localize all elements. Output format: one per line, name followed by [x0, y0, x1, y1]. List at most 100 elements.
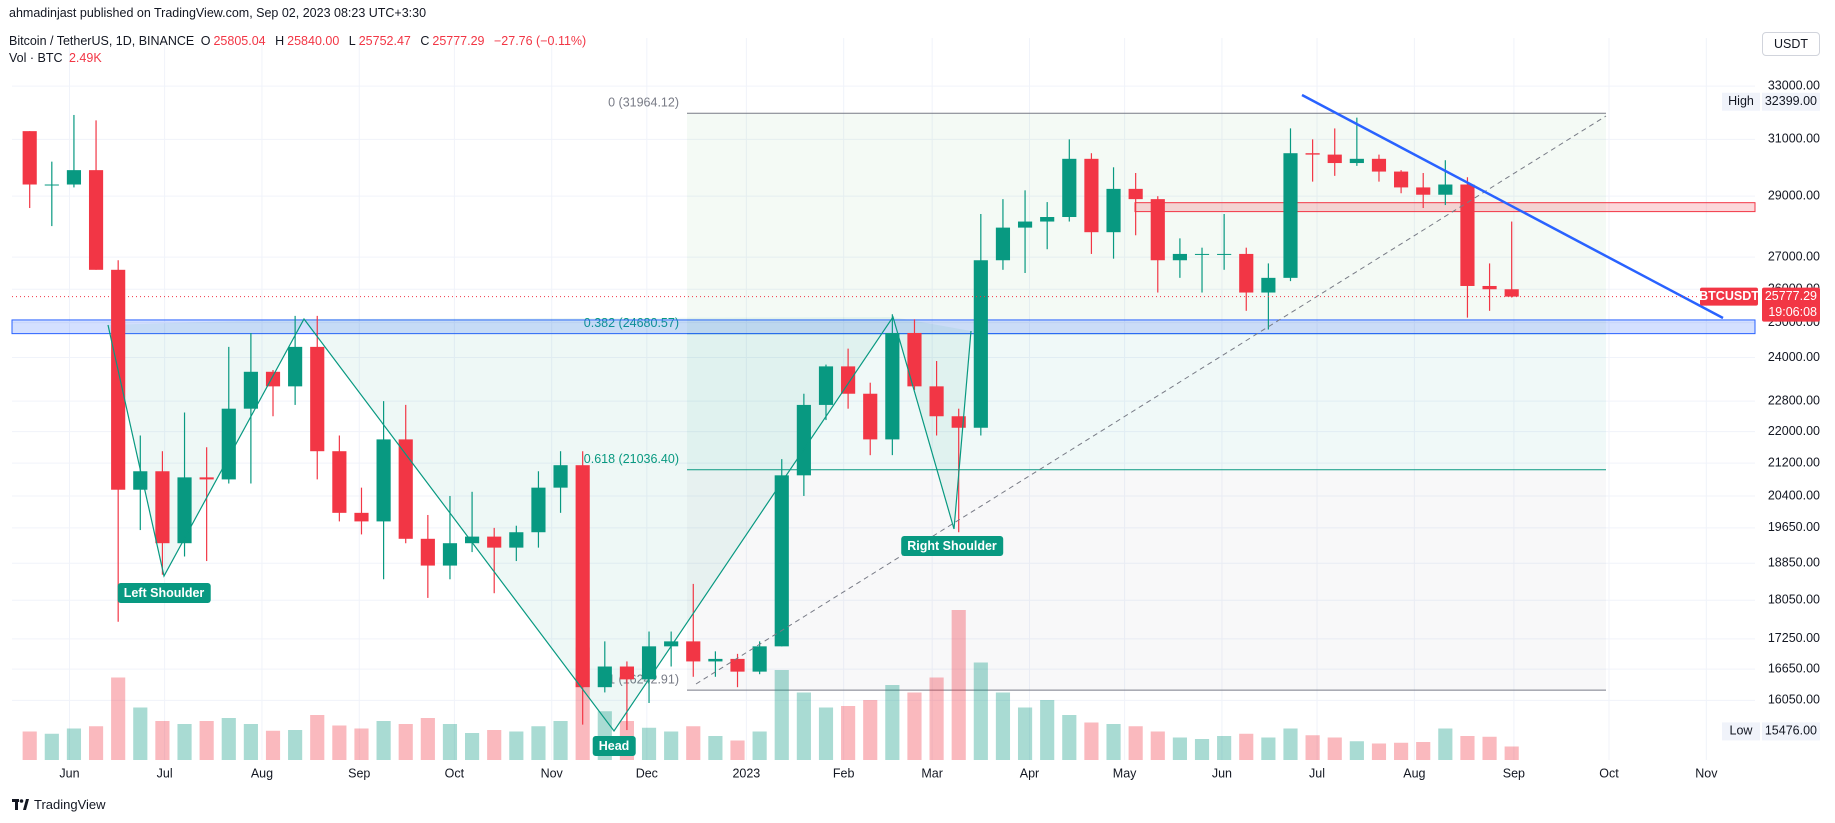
- volume-bar: [1172, 737, 1187, 760]
- last-price-value: 25777.29: [1765, 289, 1817, 303]
- ohlc-label: H: [275, 34, 285, 48]
- volume-bar: [1349, 741, 1364, 760]
- x-tick-label: Oct: [445, 766, 465, 780]
- y-tick-label: 24000.00: [1768, 350, 1820, 364]
- footer-text: TradingView: [34, 797, 106, 812]
- candle-body: [619, 666, 634, 680]
- volume-bar: [310, 715, 325, 760]
- published-line: ahmadinjast published on TradingView.com…: [9, 6, 427, 20]
- x-tick-label: Jun: [59, 766, 79, 780]
- volume-label: Vol · BTC: [9, 51, 63, 65]
- price-mark-value: 32399.00: [1765, 94, 1817, 108]
- x-tick-label: 2023: [732, 766, 760, 780]
- ohlc-label: C: [420, 34, 430, 48]
- y-tick-label: 18850.00: [1768, 556, 1820, 570]
- pattern-fill: [304, 317, 893, 731]
- y-tick-label: 29000.00: [1768, 188, 1820, 202]
- candle-body: [1062, 158, 1077, 218]
- symbol: Bitcoin / TetherUS, 1D, BINANCE: [9, 34, 195, 48]
- candle-body: [686, 641, 701, 662]
- volume-bar: [1239, 733, 1254, 760]
- volume-bar: [354, 728, 369, 760]
- candle-body: [22, 131, 37, 185]
- ohlc-label: L: [348, 34, 356, 48]
- candle-body: [664, 641, 679, 647]
- x-tick-label: May: [1113, 766, 1137, 780]
- x-tick-label: Oct: [1599, 766, 1619, 780]
- x-tick-label: Nov: [541, 766, 564, 780]
- volume-bar: [774, 670, 789, 760]
- volume-bar: [1438, 728, 1453, 760]
- candle-body: [1261, 277, 1276, 293]
- volume-bar: [973, 662, 988, 760]
- candle-body: [354, 512, 369, 522]
- volume-bar: [221, 718, 236, 760]
- volume-bar: [1283, 728, 1298, 760]
- candle-body: [1349, 158, 1364, 164]
- price-mark-name: Low: [1730, 724, 1754, 738]
- fib-label: 0 (31964.12): [608, 96, 679, 110]
- candle-body: [288, 346, 303, 387]
- candle-body: [1482, 285, 1497, 290]
- candle-body: [863, 393, 878, 440]
- volume-bar: [133, 707, 148, 760]
- legend-line: Bitcoin / TetherUS, 1D, BINANCE O 25805.0…: [9, 34, 589, 48]
- x-tick-label: Sep: [1503, 766, 1525, 780]
- candle-body: [1371, 158, 1387, 172]
- volume-bar: [752, 731, 767, 760]
- candle-body: [553, 465, 568, 488]
- candle-body: [818, 366, 834, 405]
- volume-bar: [1062, 715, 1077, 760]
- volume-bar: [553, 721, 568, 760]
- volume-bar: [155, 721, 170, 760]
- candle-body: [243, 371, 258, 409]
- volume-bar: [863, 700, 878, 760]
- candle-body: [177, 477, 192, 544]
- candle-body: [487, 536, 502, 548]
- price-mark-box: [1762, 92, 1820, 111]
- y-tick-label: 20400.00: [1768, 488, 1820, 502]
- volume-bar: [376, 721, 391, 760]
- candle-body: [885, 332, 900, 440]
- x-tick-label: Mar: [921, 766, 943, 780]
- ohlc-value: 25777.29: [432, 34, 485, 48]
- symbol-tag: BTCUSDT: [1699, 289, 1759, 303]
- candle-body: [465, 536, 480, 544]
- x-tick-label: Aug: [1403, 766, 1425, 780]
- annotation: Head: [592, 736, 636, 756]
- x-tick-label: Jun: [1212, 766, 1232, 780]
- volume-bar: [177, 724, 192, 760]
- x-tick-label: Nov: [1695, 766, 1718, 780]
- price-mark-tag-box: [1722, 92, 1760, 111]
- candle-body: [1217, 253, 1232, 255]
- x-tick-label: Jul: [157, 766, 173, 780]
- ohlc-label: O: [200, 34, 211, 48]
- candle-body: [88, 170, 104, 270]
- y-tick-label: 21200.00: [1768, 455, 1820, 469]
- y-tick-label: 19650.00: [1768, 520, 1820, 534]
- volume-bar: [929, 677, 944, 760]
- volume-bar: [332, 725, 347, 760]
- price-mark-box: [1762, 722, 1820, 741]
- candle-body: [509, 532, 524, 548]
- fib-band: [687, 469, 1606, 691]
- price-mark-name: High: [1728, 94, 1754, 108]
- volume-bar: [686, 726, 701, 760]
- candle-body: [1394, 171, 1409, 188]
- candle-body: [907, 332, 922, 387]
- currency-button[interactable]: USDT: [1762, 32, 1820, 56]
- candle-body: [1106, 188, 1121, 233]
- x-tick-label: Sep: [348, 766, 370, 780]
- y-tick-label: 16050.00: [1768, 693, 1820, 707]
- y-tick-label: 22000.00: [1768, 424, 1820, 438]
- volume-bar: [708, 736, 723, 760]
- candle-body: [442, 543, 458, 566]
- volume-bar: [398, 724, 413, 760]
- candle-body: [1504, 289, 1519, 297]
- volume-bar: [1150, 731, 1165, 760]
- volume-bar: [1460, 736, 1475, 760]
- trend-line: [695, 115, 1607, 685]
- x-tick-label: Apr: [1020, 766, 1039, 780]
- volume-bar: [1371, 743, 1387, 760]
